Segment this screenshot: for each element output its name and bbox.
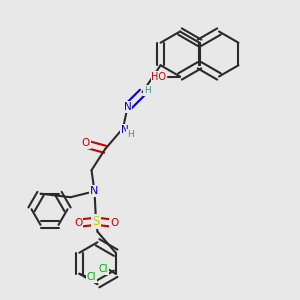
Text: Cl: Cl <box>87 272 96 282</box>
Text: Cl: Cl <box>99 264 109 274</box>
Text: N: N <box>121 125 128 135</box>
Text: O: O <box>81 138 90 148</box>
Text: HO: HO <box>152 71 166 82</box>
Text: O: O <box>74 218 82 228</box>
Text: S: S <box>92 215 100 228</box>
Text: N: N <box>124 102 131 112</box>
Text: O: O <box>110 218 118 228</box>
Text: H: H <box>127 130 134 139</box>
Text: N: N <box>90 186 99 196</box>
Text: H: H <box>144 86 150 95</box>
